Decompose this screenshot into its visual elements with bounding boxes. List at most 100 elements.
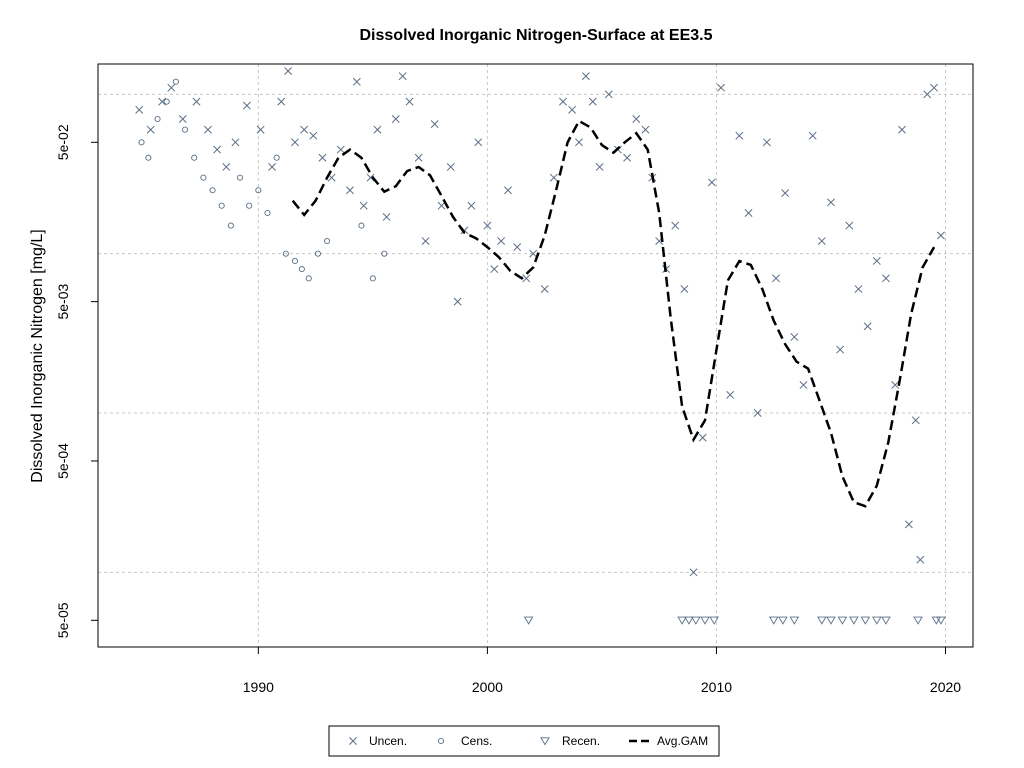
legend-recen-marker — [540, 737, 550, 746]
recensored-point — [677, 616, 687, 625]
uncensored-point — [753, 409, 762, 417]
recensored-point — [691, 616, 701, 625]
uncensored-point — [726, 390, 735, 399]
uncensored-point — [135, 105, 144, 114]
uncensored-point — [242, 101, 251, 110]
plot-frame — [97, 63, 974, 648]
uncensored-point — [284, 67, 293, 75]
recensored-point — [826, 616, 836, 625]
censored-point — [145, 154, 152, 161]
censored-point — [314, 250, 321, 257]
uncensored-point — [581, 72, 590, 81]
recensored-point — [913, 616, 923, 625]
uncensored-point — [735, 131, 744, 140]
uncensored-point — [504, 186, 512, 195]
recensored-point — [709, 616, 719, 625]
uncensored-point — [490, 265, 499, 274]
avg-gam-line — [291, 119, 936, 508]
grid-layer — [98, 64, 973, 647]
uncensored-point — [762, 138, 771, 147]
uncensored-point — [359, 201, 368, 210]
uncensored-point — [891, 380, 900, 389]
uncensored-point — [781, 189, 790, 198]
recensored-point — [768, 616, 779, 625]
uncensored-point — [827, 198, 835, 207]
uncensored-point — [203, 125, 212, 134]
censored-point — [282, 250, 289, 257]
uncensored-point — [437, 201, 446, 210]
uncensored-point — [882, 274, 890, 283]
uncensored-point — [588, 97, 597, 106]
recensored-point — [860, 616, 871, 625]
censored-point — [381, 250, 388, 257]
x-tick-label: 2000 — [472, 679, 503, 695]
ticks-layer: 1990 2000 2010 2020 5e-02 5e-03 5e-04 5e-05 — [55, 124, 961, 695]
legend-label: Uncen. — [369, 734, 407, 748]
legend-items: Uncen. Cens. Recen. Avg.GAM — [349, 734, 708, 748]
uncensored-point — [430, 120, 439, 129]
uncensored-point — [352, 77, 361, 86]
censored-point — [264, 209, 271, 217]
censored-point — [181, 126, 189, 133]
censored-point — [291, 257, 299, 265]
uncensored-point — [936, 231, 945, 240]
recensored-point — [936, 616, 946, 625]
uncensored-point — [911, 416, 920, 425]
recensored-point — [523, 616, 534, 625]
censored-point — [273, 154, 280, 161]
legend-uncen-marker — [349, 737, 357, 745]
uncensored-point — [930, 83, 939, 92]
uncensored-point — [836, 345, 845, 354]
y-tick-label: 5e-02 — [55, 124, 71, 160]
censored-point — [246, 202, 253, 209]
uncensored-point — [817, 237, 826, 246]
uncensored-point — [300, 125, 309, 134]
uncensored-point — [568, 105, 577, 114]
uncensored-point — [467, 201, 476, 210]
uncensored-point — [366, 173, 375, 182]
uncensored-point — [540, 285, 549, 293]
uncensored-point — [916, 555, 925, 564]
recensored-point — [837, 616, 848, 625]
censored-point — [138, 139, 145, 146]
censored-point — [200, 174, 207, 181]
uncensored-point — [446, 163, 455, 171]
censored-point — [358, 222, 365, 229]
censored-point — [154, 115, 161, 123]
recensored-point — [684, 616, 694, 625]
censored-point — [255, 187, 262, 194]
x-tick-label: 2020 — [930, 679, 961, 695]
uncensored-point — [405, 97, 414, 106]
censored-point — [298, 266, 305, 273]
uncensored-point — [192, 97, 201, 106]
censored-point — [324, 238, 331, 245]
recensored-point — [700, 616, 710, 625]
chart-title: Dissolved Inorganic Nitrogen-Surface at … — [360, 27, 713, 44]
uncensored-point — [549, 173, 558, 182]
censored-point — [236, 174, 244, 181]
uncensored-point — [513, 243, 522, 252]
recensored-point — [778, 616, 788, 625]
recensored-point — [817, 616, 827, 625]
uncensored-point — [336, 145, 345, 154]
legend-cens-marker — [437, 737, 445, 745]
uncensored-point — [414, 153, 423, 162]
uncensored-point — [744, 209, 753, 217]
uncensored-point — [309, 131, 318, 140]
uncensored-point — [268, 163, 277, 171]
uncensored-point — [213, 145, 222, 154]
gam-layer — [291, 119, 936, 508]
uncensored-point — [529, 249, 538, 258]
uncensored-point — [595, 163, 604, 171]
x-tick-label: 2010 — [701, 679, 732, 695]
censored-point — [227, 222, 234, 229]
censored-point — [305, 275, 312, 282]
legend-label: Avg.GAM — [657, 734, 708, 748]
uncensored-point — [689, 568, 698, 577]
censored-point — [218, 202, 225, 209]
censored-point — [191, 154, 198, 161]
uncensored-point — [373, 125, 382, 134]
uncensored-point — [474, 138, 483, 147]
uncensored-point — [717, 83, 725, 92]
censored-point — [172, 78, 179, 85]
